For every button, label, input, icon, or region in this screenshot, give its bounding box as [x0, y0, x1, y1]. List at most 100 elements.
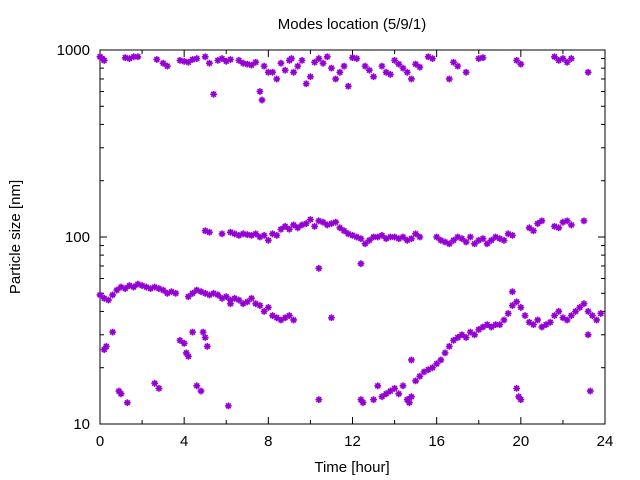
data-point [147, 285, 154, 292]
data-point [206, 291, 213, 299]
data-point [227, 56, 234, 63]
data-point [534, 220, 542, 227]
y-tick-label: 10 [73, 416, 90, 433]
data-point [437, 356, 445, 364]
data-point [285, 225, 293, 233]
data-point [126, 55, 133, 62]
data-point [109, 328, 117, 336]
data-point [256, 302, 264, 309]
data-point [408, 75, 415, 83]
data-point [260, 231, 268, 239]
data-point [100, 346, 108, 353]
data-point [222, 293, 230, 301]
data-point [281, 314, 289, 322]
x-tick-label: 20 [512, 433, 529, 450]
x-tick-label: 0 [96, 433, 104, 450]
data-point [509, 302, 516, 309]
data-point [525, 318, 533, 326]
data-point [302, 80, 310, 88]
data-point [264, 236, 272, 244]
data-point [391, 385, 398, 392]
data-point [201, 53, 209, 61]
data-point [243, 298, 251, 306]
data-point [538, 323, 546, 331]
data-point [307, 73, 314, 81]
data-point [374, 382, 382, 390]
data-point [201, 289, 209, 297]
data-point [487, 236, 495, 244]
data-point [466, 233, 474, 241]
data-point [252, 230, 260, 238]
data-point [479, 54, 487, 62]
data-point [530, 321, 537, 329]
data-point [559, 218, 567, 226]
data-point [572, 308, 579, 315]
data-point [382, 390, 390, 398]
x-tick-label: 8 [264, 433, 272, 450]
data-point [374, 233, 382, 241]
data-point [555, 224, 563, 232]
data-point [492, 321, 499, 329]
data-point [235, 296, 243, 304]
data-point [332, 75, 340, 83]
data-point [224, 402, 232, 410]
data-point [551, 53, 558, 61]
data-point [121, 285, 129, 292]
data-point [412, 230, 420, 238]
data-point [239, 300, 247, 308]
data-point [176, 56, 184, 64]
data-point [412, 60, 420, 68]
data-point [102, 343, 110, 350]
data-point [483, 240, 491, 248]
data-point [586, 387, 594, 395]
data-point [193, 55, 201, 62]
data-point [357, 235, 365, 243]
data-point [405, 399, 413, 407]
data-point [290, 316, 297, 324]
data-point [424, 366, 432, 374]
data-point [189, 328, 196, 336]
data-point [479, 235, 487, 243]
data-point [96, 291, 104, 299]
data-point [252, 300, 260, 308]
data-point [466, 328, 474, 336]
data-point [370, 233, 377, 241]
data-point [475, 55, 483, 62]
x-tick-label: 12 [344, 433, 361, 450]
data-point [559, 55, 567, 62]
data-point [288, 55, 295, 62]
data-point [231, 294, 239, 302]
data-point [349, 54, 356, 62]
data-point [513, 385, 521, 392]
data-point [311, 222, 319, 230]
data-point [349, 231, 356, 239]
data-point [248, 61, 255, 69]
data-point [462, 68, 470, 76]
data-point [353, 233, 361, 241]
data-point [399, 382, 407, 390]
data-point [151, 283, 159, 291]
data-point [193, 286, 201, 294]
data-point [496, 235, 504, 243]
data-point [290, 68, 297, 76]
data-point [117, 390, 125, 398]
data-point [357, 396, 365, 404]
data-point [365, 66, 373, 74]
data-point [281, 222, 289, 230]
data-point [441, 349, 449, 357]
data-point [336, 68, 344, 76]
data-point [504, 310, 512, 317]
data-point [445, 75, 453, 83]
data-point [563, 316, 571, 324]
data-point [134, 280, 142, 288]
data-point [365, 236, 373, 244]
data-point [105, 296, 112, 304]
data-point [386, 233, 394, 241]
data-point [142, 283, 150, 291]
data-point [433, 360, 441, 368]
data-point [227, 296, 234, 304]
data-point [445, 343, 453, 350]
data-point [214, 56, 222, 64]
data-point [323, 53, 331, 61]
